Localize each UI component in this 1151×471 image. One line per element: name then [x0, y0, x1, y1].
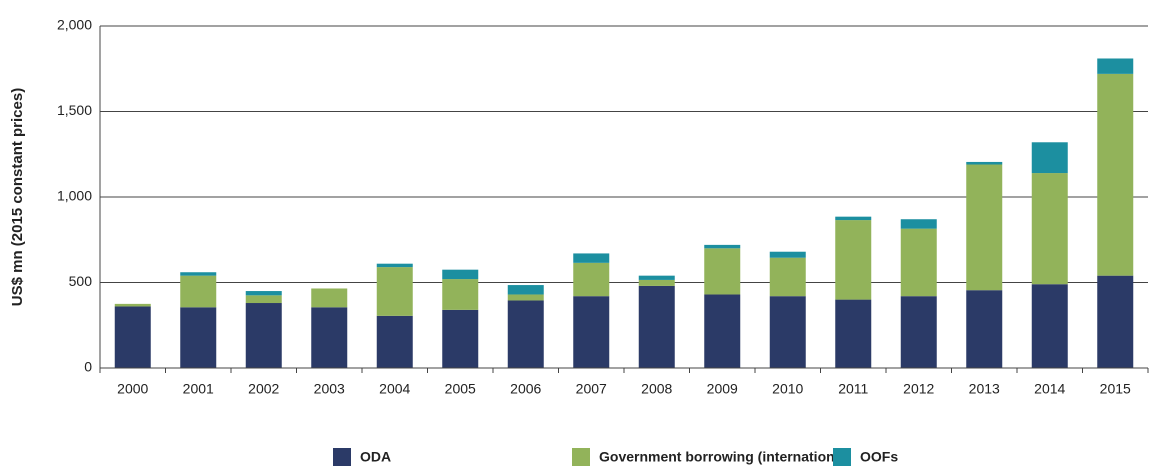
x-tick-label: 2003 [314, 381, 345, 397]
bar-segment [114, 303, 151, 307]
bar-segment [704, 294, 741, 368]
bar-segment [507, 294, 544, 301]
bar-segment [1031, 284, 1068, 368]
bar-segment [180, 275, 217, 308]
bar-segment [311, 288, 348, 308]
bar-segment [1031, 142, 1068, 174]
bar-segment [573, 296, 610, 368]
x-tick-label: 2011 [838, 381, 868, 397]
bar-segment [638, 275, 675, 280]
x-tick-label: 2000 [117, 381, 148, 397]
y-tick-label: 500 [69, 273, 93, 289]
x-tick-label: 2013 [969, 381, 1000, 397]
bar-segment [376, 267, 413, 316]
bar-segment [704, 248, 741, 295]
legend-text: Government borrowing (international) [599, 449, 851, 465]
x-tick-label: 2010 [772, 381, 803, 397]
bar-segment [1097, 275, 1134, 368]
bar-segment [245, 291, 282, 296]
x-tick-label: 2015 [1100, 381, 1131, 397]
bar-segment [769, 296, 806, 368]
bar-segment [966, 164, 1003, 291]
bar-segment [1097, 58, 1134, 74]
x-tick-label: 2007 [576, 381, 607, 397]
bar-segment [1031, 173, 1068, 285]
y-tick-label: 1,500 [57, 102, 92, 118]
bar-segment [114, 306, 151, 368]
legend-swatch [833, 448, 851, 466]
bar-segment [442, 269, 479, 280]
bar-segment [180, 272, 217, 276]
bar-segment [180, 307, 217, 368]
x-tick-label: 2006 [510, 381, 541, 397]
bar-segment [1097, 73, 1134, 276]
bar-segment [376, 315, 413, 368]
legend-swatch [333, 448, 351, 466]
x-tick-label: 2004 [379, 381, 410, 397]
legend-swatch [572, 448, 590, 466]
y-tick-label: 1,000 [57, 188, 92, 204]
bar-segment [638, 279, 675, 286]
x-tick-label: 2001 [183, 381, 214, 397]
legend-text: OOFs [860, 449, 898, 465]
x-tick-label: 2005 [445, 381, 476, 397]
x-tick-label: 2008 [641, 381, 672, 397]
bar-segment [966, 290, 1003, 368]
bar-segment [442, 309, 479, 368]
x-tick-label: 2014 [1034, 381, 1065, 397]
bar-segment [507, 300, 544, 368]
bar-segment [835, 220, 872, 300]
bar-segment [835, 299, 872, 368]
bar-segment [900, 296, 937, 368]
legend-text: ODA [360, 449, 391, 465]
bar-segment [245, 295, 282, 304]
bar-segment [442, 279, 479, 310]
bar-segment [900, 219, 937, 229]
y-axis-title: US$ mn (2015 constant prices) [9, 88, 26, 306]
bar-segment [507, 285, 544, 295]
x-tick-label: 2012 [903, 381, 934, 397]
y-tick-label: 2,000 [57, 17, 92, 33]
bar-segment [769, 257, 806, 297]
bar-segment [573, 253, 610, 263]
bar-segment [900, 228, 937, 297]
bar-segment [311, 307, 348, 368]
bar-segment [966, 161, 1003, 165]
bar-segment [769, 251, 806, 258]
y-tick-label: 0 [84, 359, 92, 375]
x-tick-label: 2002 [248, 381, 279, 397]
bar-segment [835, 216, 872, 221]
x-tick-label: 2009 [707, 381, 738, 397]
bar-segment [376, 263, 413, 268]
bar-segment [638, 285, 675, 368]
bar-segment [704, 244, 741, 249]
bar-segment [573, 262, 610, 297]
bar-segment [245, 303, 282, 368]
